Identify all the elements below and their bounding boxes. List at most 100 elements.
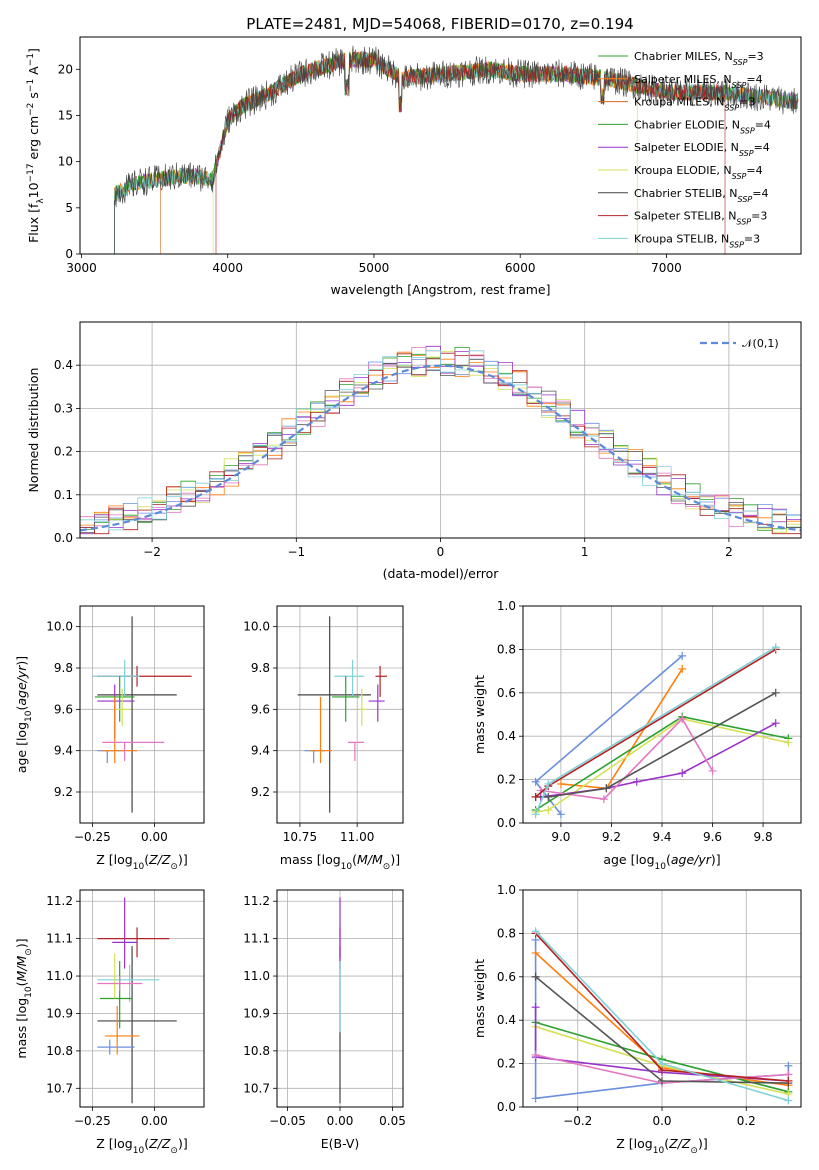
weight-marker xyxy=(678,769,687,778)
legend-label: Chabrier ELODIE, NSSP=4 xyxy=(634,118,771,135)
y-tick-label: 1.0 xyxy=(497,599,516,613)
x-tick-label: 4000 xyxy=(212,261,243,275)
age_vs_mass-axes: 10.75 11.00 9.2 9.4 9.6 9.8 10.0 xyxy=(243,606,403,844)
legend-label: Chabrier STELIB, NSSP=4 xyxy=(634,187,768,204)
weight-marker xyxy=(531,1094,540,1103)
y-tick-label: 0.6 xyxy=(497,970,516,984)
y-tick-label: 10.7 xyxy=(46,1081,73,1095)
y-tick-label: 10.8 xyxy=(46,1044,73,1058)
y-tick-label: 0.4 xyxy=(497,1013,516,1027)
weight-marker xyxy=(544,805,553,814)
y-tick-label: 0 xyxy=(65,247,73,261)
x-tick-label: 1 xyxy=(581,545,589,559)
x-tick-label: −1 xyxy=(287,545,305,559)
weight-marker xyxy=(658,1059,666,1068)
weight_vs_Z-axes: −0.2 0.0 0.2 0.0 0.2 0.4 0.6 0.8 1.0 xyxy=(497,883,801,1128)
y-tick-label: 11.2 xyxy=(243,894,270,908)
x-tick-label: 9.8 xyxy=(754,830,773,844)
weight-marker xyxy=(531,1003,540,1012)
weight-marker xyxy=(678,664,687,673)
x-tick-label: 0.00 xyxy=(141,1114,168,1128)
y-tick-label: 9.6 xyxy=(54,702,73,716)
y-axis-label: mass weight xyxy=(472,675,487,754)
x-axis-label: wavelength [Angstrom, rest frame] xyxy=(330,282,550,297)
y-tick-label: 11.1 xyxy=(243,932,270,946)
legend-label: Salpeter ELODIE, NSSP=4 xyxy=(634,141,770,158)
mass_vs_Z-frame xyxy=(79,889,205,1108)
y-tick-label: 0.1 xyxy=(54,488,73,502)
weight-line xyxy=(534,655,683,815)
weight-marker xyxy=(678,651,687,660)
y-tick-label: 10.7 xyxy=(243,1081,270,1095)
y-tick-label: 10.8 xyxy=(243,1044,270,1058)
weight-marker xyxy=(531,792,540,801)
y-tick-label: 0.0 xyxy=(497,1100,516,1114)
errorbar-point xyxy=(104,1005,140,1055)
y-tick-label: 9.2 xyxy=(54,785,73,799)
x-tick-label: 6000 xyxy=(505,261,536,275)
y-tick-label: 15 xyxy=(58,108,73,122)
figure-title: PLATE=2481, MJD=54068, FIBERID=0170, z=0… xyxy=(246,15,633,33)
errorbar-point xyxy=(97,616,177,813)
y-axis-label: Flux [fλ10−17 erg cm−2 s−1 A−1] xyxy=(26,48,46,243)
y-tick-label: 0.0 xyxy=(54,531,73,545)
legend-label: Chabrier MILES, NSSP=3 xyxy=(634,50,764,67)
x-tick-label: 7000 xyxy=(651,261,682,275)
weight-marker xyxy=(602,784,611,793)
y-tick-label: 9.6 xyxy=(251,702,270,716)
errorbar-point xyxy=(97,946,177,1104)
y-tick-label: 9.8 xyxy=(54,661,73,675)
spectrum-line xyxy=(114,45,798,254)
weight-line xyxy=(535,692,777,798)
y-tick-label: 0.3 xyxy=(54,401,73,415)
x-tick-label: 2 xyxy=(725,545,733,559)
weight-marker xyxy=(658,1076,666,1085)
y-tick-label: 0.8 xyxy=(497,642,516,656)
y-tick-label: 0.4 xyxy=(497,729,516,743)
x-axis-label: (data-model)/error xyxy=(383,566,500,581)
weight-marker xyxy=(531,777,540,786)
y-tick-label: 0.6 xyxy=(497,686,516,700)
weight-line xyxy=(535,648,777,798)
errorbar-point xyxy=(348,741,365,761)
y-tick-label: 9.4 xyxy=(54,744,73,758)
errorbar-point xyxy=(97,750,125,764)
y-axis-label: mass [log10(M/M⊙)] xyxy=(14,938,34,1058)
errorbar-point xyxy=(304,750,326,764)
x-tick-label: 0.00 xyxy=(141,830,168,844)
errorbar-point xyxy=(102,741,165,761)
weight-marker xyxy=(784,1061,793,1070)
y-tick-label: 0.2 xyxy=(54,445,73,459)
x-tick-label: −0.2 xyxy=(563,1114,592,1128)
y-tick-label: 0.8 xyxy=(497,926,516,940)
errorbar-point xyxy=(297,616,371,813)
errorbar-point xyxy=(359,688,367,726)
y-tick-label: 10.0 xyxy=(46,620,73,634)
spectrum-legend: Chabrier MILES, NSSP=3 Salpeter MILES, NS… xyxy=(598,50,771,249)
errorbar-point xyxy=(97,976,142,992)
errorbar-point xyxy=(334,659,365,697)
x-tick-label: 0.00 xyxy=(327,1114,354,1128)
mass_vs_ebv-frame xyxy=(276,889,404,1108)
weight-marker xyxy=(556,810,565,819)
x-axis-label: Z [log10(Z/Z⊙)] xyxy=(96,852,187,872)
weight-marker xyxy=(771,643,780,652)
y-tick-label: 0.2 xyxy=(497,1057,516,1071)
weight-marker xyxy=(632,777,641,786)
y-axis-label: age [log10(age/yr)] xyxy=(14,656,34,773)
weight-marker xyxy=(531,1050,540,1059)
errorbar-point xyxy=(114,688,130,726)
y-tick-label: 9.4 xyxy=(251,744,270,758)
errorbar-point xyxy=(92,659,140,697)
y-tick-label: 0.4 xyxy=(54,358,73,372)
y-tick-label: 9.2 xyxy=(251,785,270,799)
x-tick-label: −2 xyxy=(143,545,161,559)
y-tick-label: 1.0 xyxy=(497,883,516,897)
x-tick-label: 9.4 xyxy=(652,830,671,844)
weight-marker xyxy=(531,810,540,819)
weight-marker xyxy=(531,972,540,981)
x-tick-label: 10.75 xyxy=(283,830,317,844)
x-axis-label: E(B-V) xyxy=(321,1136,360,1151)
legend-label: Kroupa MILES, NSSP=3 xyxy=(634,96,755,113)
